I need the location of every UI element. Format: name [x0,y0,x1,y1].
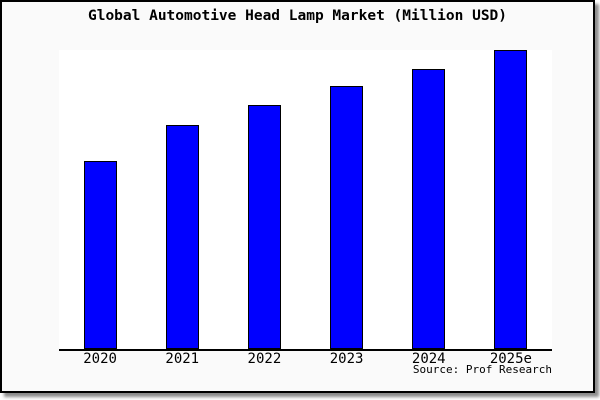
bar-2020 [83,161,117,349]
x-tick-label-2025e: 2025e [489,351,532,367]
x-tick-label-2024: 2024 [411,351,446,367]
bar-2021 [165,125,199,349]
bar-2025e [494,50,528,349]
chart-title: Global Automotive Head Lamp Market (Mill… [87,8,508,24]
x-axis-labels: 2020 2021 2022 2023 2024 2025e [2,2,593,391]
bar-2024 [412,69,446,349]
chart-frame: Global Automotive Head Lamp Market (Mill… [0,0,595,393]
source-label: Source: Prof Research [412,363,552,376]
x-tick-label-2020: 2020 [83,351,117,367]
x-tick-label-2022: 2022 [247,351,282,367]
bar-2022 [247,105,281,349]
plot-area [59,50,552,351]
bar-2023 [330,86,364,349]
x-tick-label-2023: 2023 [329,351,364,367]
x-tick-label-2021: 2021 [165,351,200,367]
